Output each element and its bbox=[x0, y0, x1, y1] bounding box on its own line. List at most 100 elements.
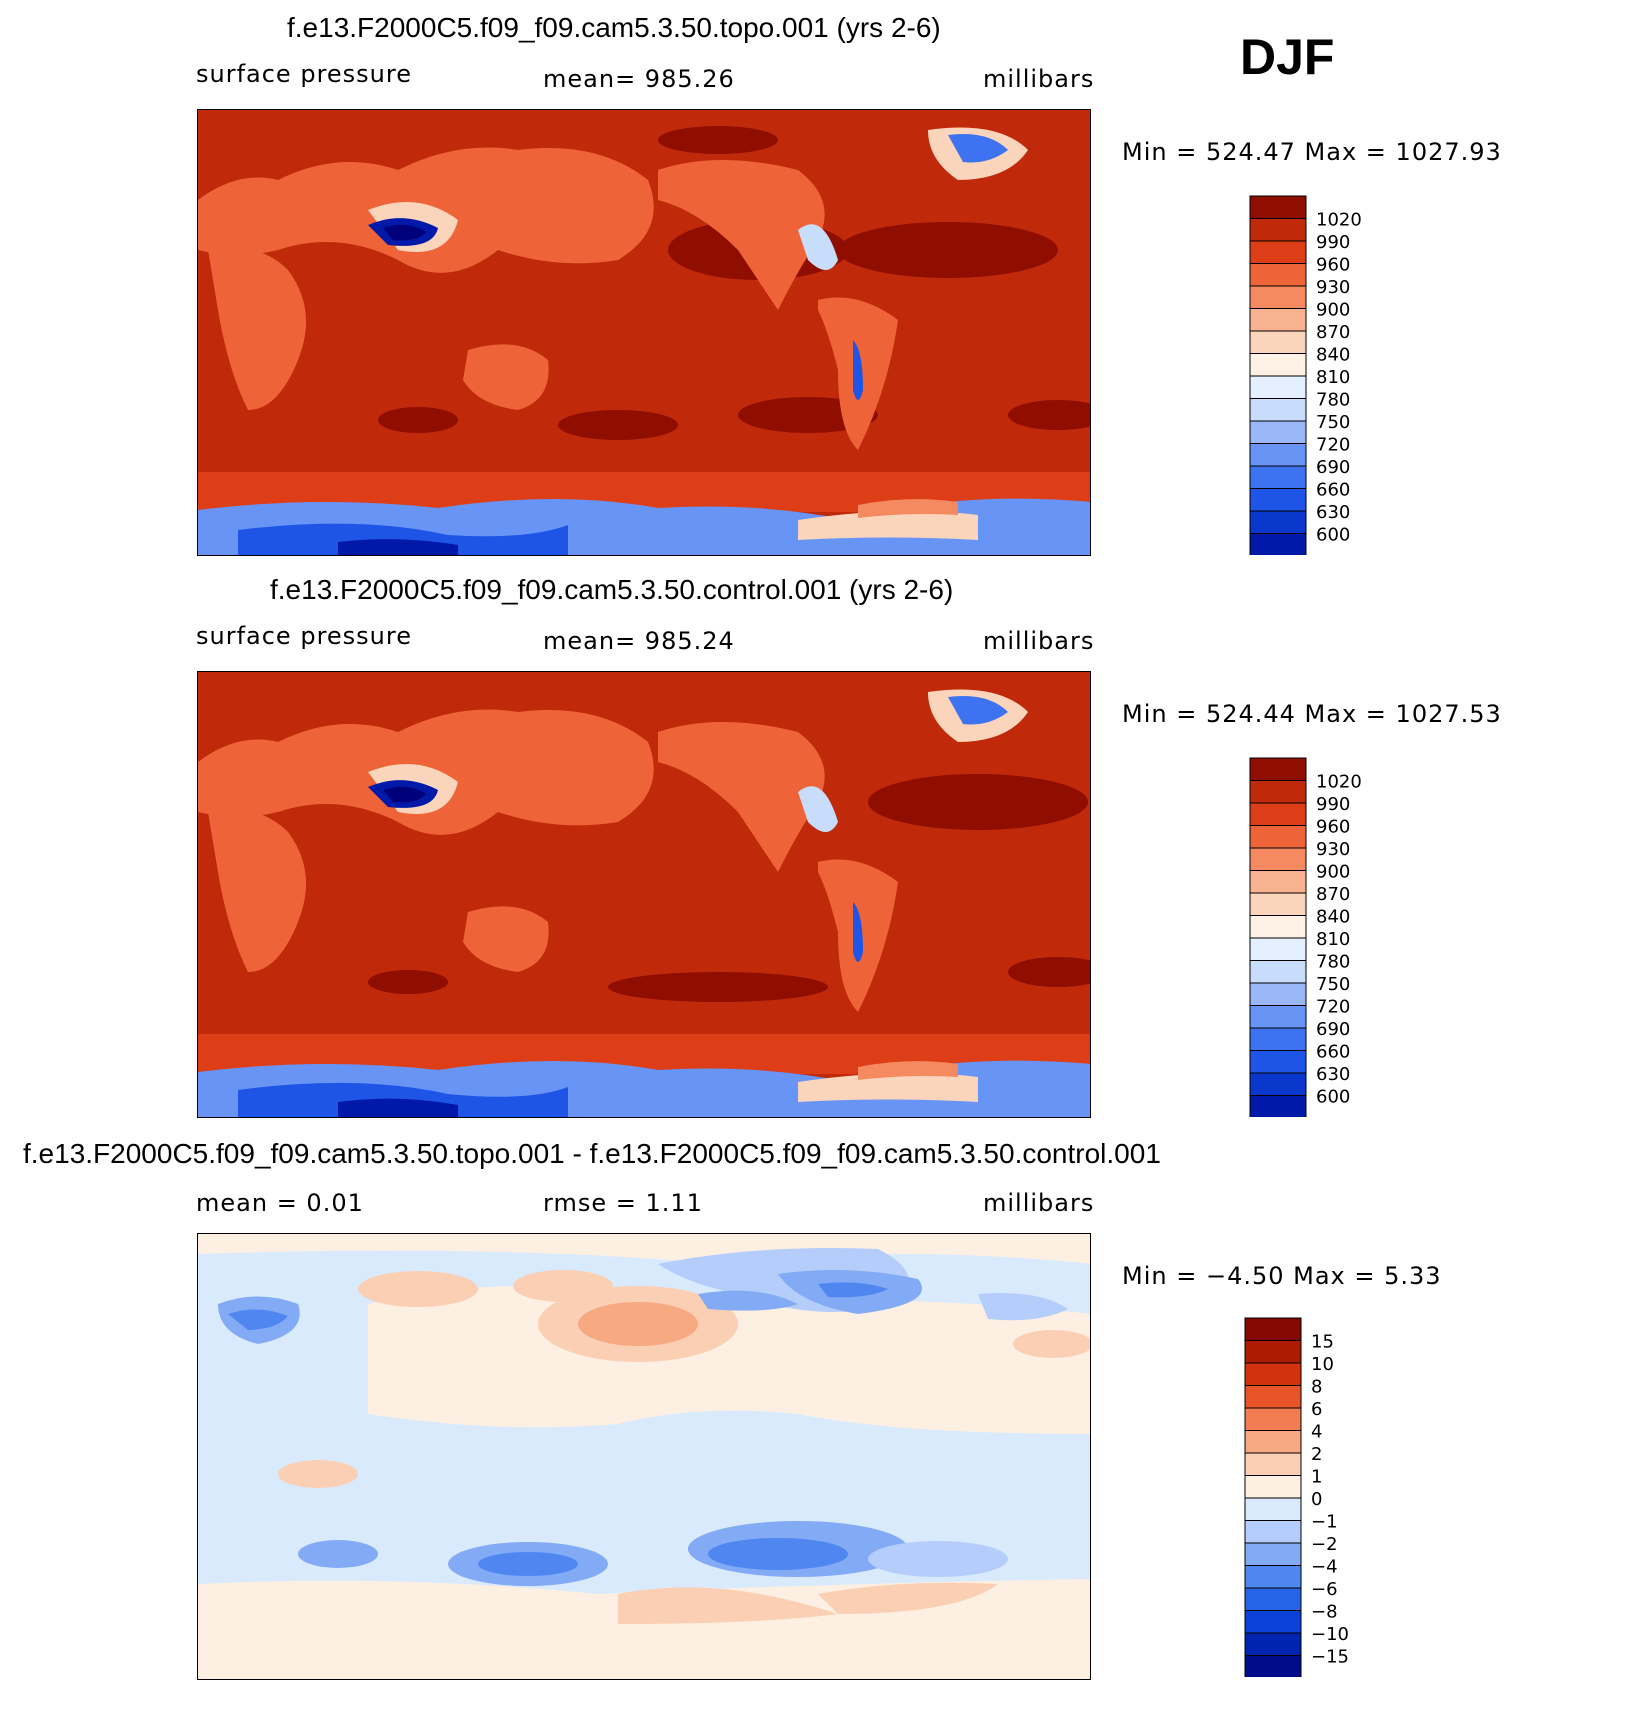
colorbar-tick-label: 720 bbox=[1316, 435, 1350, 456]
colorbar-swatch bbox=[1249, 195, 1307, 219]
colorbar-swatch bbox=[1244, 1565, 1302, 1589]
colorbar-swatch bbox=[1249, 353, 1307, 377]
colorbar-swatch bbox=[1244, 1497, 1302, 1521]
colorbar-swatch bbox=[1249, 533, 1307, 557]
colorbar-swatch bbox=[1249, 802, 1307, 826]
colorbar-swatch bbox=[1244, 1407, 1302, 1431]
season-label: DJF bbox=[1240, 29, 1335, 85]
colorbar-tick-label: 600 bbox=[1316, 1087, 1350, 1108]
colorbar-swatch bbox=[1249, 443, 1307, 467]
colorbar-swatch bbox=[1249, 1072, 1307, 1096]
colorbar-swatch bbox=[1244, 1632, 1302, 1656]
colorbar-swatch bbox=[1249, 240, 1307, 264]
colorbar-swatch bbox=[1249, 285, 1307, 309]
colorbar-tick-label: 990 bbox=[1316, 794, 1350, 815]
colorbar-swatch bbox=[1244, 1340, 1302, 1364]
colorbar-swatch bbox=[1249, 960, 1307, 984]
min-max-label: Min = 524.47 Max = 1027.93 bbox=[1122, 138, 1502, 166]
colorbar-tick-label: 1020 bbox=[1316, 210, 1362, 231]
colorbar-swatch bbox=[1249, 892, 1307, 916]
colorbar-tick-label: 600 bbox=[1316, 525, 1350, 546]
colorbar-tick-label: 930 bbox=[1316, 839, 1350, 860]
colorbar-swatch bbox=[1244, 1542, 1302, 1566]
pressure-map-svg bbox=[198, 110, 1090, 555]
colorbar-tick-label: 810 bbox=[1316, 367, 1350, 388]
colorbar-swatch bbox=[1249, 375, 1307, 399]
colorbar-tick-label: 960 bbox=[1316, 817, 1350, 838]
units-label: millibars bbox=[983, 65, 1095, 93]
colorbar-swatch bbox=[1249, 510, 1307, 534]
colorbar-swatch bbox=[1244, 1475, 1302, 1499]
colorbar-tick-label: 840 bbox=[1316, 345, 1350, 366]
colorbar-tick-label: 840 bbox=[1316, 907, 1350, 928]
colorbar-tick-label: 1020 bbox=[1316, 772, 1362, 793]
colorbar-tick-label: 630 bbox=[1316, 1064, 1350, 1085]
colorbar-swatch bbox=[1249, 1027, 1307, 1051]
colorbar-swatch bbox=[1249, 982, 1307, 1006]
pressure-map-topo bbox=[197, 109, 1091, 556]
mean-label: mean = 0.01 bbox=[196, 1189, 364, 1217]
colorbar-swatch bbox=[1244, 1655, 1302, 1679]
colorbar-tick-label: −15 bbox=[1311, 1647, 1349, 1668]
min-max-label: Min = 524.44 Max = 1027.53 bbox=[1122, 700, 1502, 728]
colorbar-swatch bbox=[1249, 757, 1307, 781]
colorbar-swatch bbox=[1249, 263, 1307, 287]
colorbar-tick-label: −6 bbox=[1311, 1579, 1338, 1600]
colorbar-tick-label: 690 bbox=[1316, 1019, 1350, 1040]
colorbar-swatch bbox=[1249, 847, 1307, 871]
colorbar-tick-label: 780 bbox=[1316, 390, 1350, 411]
min-max-label: Min = −4.50 Max = 5.33 bbox=[1122, 1262, 1442, 1290]
colorbar-tick-label: 1 bbox=[1311, 1467, 1322, 1488]
colorbar-tick-label: −10 bbox=[1311, 1624, 1349, 1645]
panel-title: f.e13.F2000C5.f09_f09.cam5.3.50.control.… bbox=[270, 574, 954, 605]
colorbar-tick-label: 660 bbox=[1316, 480, 1350, 501]
colorbar-tick-label: 15 bbox=[1311, 1332, 1334, 1353]
difference-map-svg bbox=[198, 1234, 1090, 1679]
colorbar-pressure-topo: 1020 990 960 930 900 870 840 810 780 750 720 690 660… bbox=[1248, 195, 1408, 579]
colorbar-tick-label: 10 bbox=[1311, 1354, 1334, 1375]
colorbar-swatch bbox=[1244, 1317, 1302, 1341]
colorbar-tick-label: 780 bbox=[1316, 952, 1350, 973]
colorbar-swatch bbox=[1249, 218, 1307, 242]
panel-title: f.e13.F2000C5.f09_f09.cam5.3.50.topo.001… bbox=[287, 12, 941, 43]
colorbar-swatch bbox=[1249, 937, 1307, 961]
pressure-map-svg bbox=[198, 672, 1090, 1117]
colorbar-tick-label: 6 bbox=[1311, 1399, 1322, 1420]
colorbar-tick-label: −8 bbox=[1311, 1602, 1338, 1623]
pressure-map-control bbox=[197, 671, 1091, 1118]
colorbar-tick-label: 810 bbox=[1316, 929, 1350, 950]
colorbar-pressure-control: 1020 990 960 930 900 870 840 810 780 750 720 690 660… bbox=[1248, 757, 1408, 1141]
colorbar-swatch bbox=[1249, 915, 1307, 939]
colorbar-swatch bbox=[1249, 870, 1307, 894]
units-label: millibars bbox=[983, 627, 1095, 655]
colorbar-tick-label: 4 bbox=[1311, 1422, 1322, 1443]
colorbar-tick-label: 870 bbox=[1316, 884, 1350, 905]
colorbar-swatch bbox=[1244, 1587, 1302, 1611]
colorbar-swatch bbox=[1244, 1610, 1302, 1634]
colorbar-tick-label: 900 bbox=[1316, 300, 1350, 321]
colorbar-svg: 1020990960930900870840810780750720690660… bbox=[1249, 757, 1362, 1141]
variable-label: surface pressure bbox=[196, 60, 412, 88]
colorbar-tick-label: 960 bbox=[1316, 255, 1350, 276]
mean-label: mean= 985.24 bbox=[543, 627, 735, 655]
mean-label: mean= 985.26 bbox=[543, 65, 735, 93]
colorbar-tick-label: 720 bbox=[1316, 997, 1350, 1018]
colorbar-swatch bbox=[1249, 398, 1307, 422]
colorbar-swatch bbox=[1249, 1095, 1307, 1119]
colorbar-tick-label: 690 bbox=[1316, 457, 1350, 478]
colorbar-tick-label: 750 bbox=[1316, 974, 1350, 995]
colorbar-swatch bbox=[1249, 1005, 1307, 1029]
colorbar-tick-label: 8 bbox=[1311, 1377, 1322, 1398]
colorbar-tick-label: −2 bbox=[1311, 1534, 1338, 1555]
colorbar-tick-label: 990 bbox=[1316, 232, 1350, 253]
colorbar-swatch bbox=[1244, 1430, 1302, 1454]
colorbar-swatch bbox=[1249, 330, 1307, 354]
colorbar-tick-label: 2 bbox=[1311, 1444, 1322, 1465]
colorbar-tick-label: 870 bbox=[1316, 322, 1350, 343]
rmse-label: rmse = 1.11 bbox=[543, 1189, 703, 1217]
colorbar-swatch bbox=[1249, 308, 1307, 332]
colorbar-svg: 1020990960930900870840810780750720690660… bbox=[1249, 195, 1362, 579]
colorbar-tick-label: 900 bbox=[1316, 862, 1350, 883]
colorbar-tick-label: 930 bbox=[1316, 277, 1350, 298]
units-label: millibars bbox=[983, 1189, 1095, 1217]
